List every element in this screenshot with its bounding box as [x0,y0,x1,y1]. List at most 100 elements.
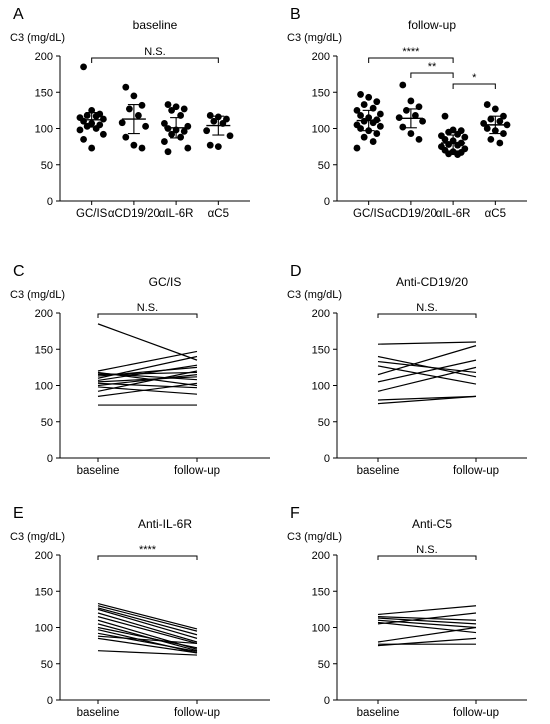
y-tick-label: 200 [312,550,330,562]
series-line [97,382,198,397]
x-tick-label: GC/IS [76,208,108,220]
y-tick-label: 0 [47,453,53,465]
x-tick-label: follow-up [174,465,220,477]
y-tick-label: 0 [324,695,330,707]
data-point [445,141,453,148]
data-point [125,105,133,113]
panel-letter: A [13,6,24,23]
data-point [496,139,504,147]
y-tick-label: 100 [35,124,53,136]
x-tick-label: baseline [357,465,400,477]
data-point [353,144,361,152]
data-point [365,93,373,101]
chart-title: GC/IS [149,275,182,289]
series-line [97,607,198,636]
data-point [496,117,504,125]
x-tick-label: baseline [357,707,400,719]
y-tick-label: 50 [318,160,330,172]
data-point [402,106,410,114]
series-line [97,376,198,383]
x-tick-label: αIL-6R [436,208,471,220]
panel-d: D Anti-CD19/20 C3 (mg/dL) 0 50 100 150 200 basel… [287,263,527,477]
data-point [407,130,415,137]
data-point [395,114,403,122]
data-point [369,138,377,145]
series-line [97,612,198,643]
y-axis-label: C3 (mg/dL) [10,289,65,301]
significance-bracket [452,83,496,89]
data-point [83,112,91,119]
significance-bracket [97,555,198,560]
series-line [97,632,198,653]
panel-c: C GC/IS C3 (mg/dL) 0 50 100 150 200 baseline foll… [10,263,270,477]
data-point [415,135,423,143]
y-axis-label: C3 (mg/dL) [10,531,65,543]
significance-label: **** [139,544,157,556]
data-point [360,117,368,125]
data-point [130,92,138,100]
series-line [97,616,198,645]
data-point [487,135,495,143]
data-point [206,141,214,149]
significance-label: N.S. [137,302,158,314]
data-point [99,130,107,138]
panel-letter: C [13,263,25,280]
panel-letter: F [290,505,300,522]
panel-letter: D [290,263,302,280]
y-tick-label: 0 [324,453,330,465]
data-point [92,125,100,132]
significance-bracket [377,313,477,318]
y-tick-label: 150 [35,87,53,99]
chart-title: Anti-C5 [412,517,452,531]
data-point [122,133,130,141]
data-point [226,132,234,140]
data-point [161,120,168,127]
x-tick-label: baseline [77,465,120,477]
x-tick-label: follow-up [453,707,499,719]
y-tick-label: 100 [312,124,330,136]
data-point [487,115,495,123]
y-tick-label: 150 [312,344,330,356]
significance-label: N.S. [416,302,437,314]
series-line [97,355,198,379]
data-point [83,122,91,130]
significance-label: ** [428,61,437,73]
data-point [357,91,364,98]
series-line [377,360,477,374]
series-line [377,612,477,625]
y-tick-label: 0 [324,196,330,208]
data-point [500,112,507,120]
chart-title: baseline [133,18,178,32]
panel-f: F Anti-C5 C3 (mg/dL) 0 50 100 150 200 baseline fo… [287,505,527,719]
data-point [180,127,188,135]
panel-e: E Anti-IL-6R C3 (mg/dL) 0 50 100 150 200 baselin… [10,505,270,719]
series-line [97,635,198,645]
data-point [138,101,146,109]
series-line [97,370,198,392]
y-tick-label: 50 [41,659,53,671]
data-point [80,135,87,143]
data-point [399,81,407,89]
data-point [445,128,453,136]
y-tick-label: 50 [318,417,330,429]
significance-label: * [472,72,477,84]
data-point [483,101,491,108]
significance-label: N.S. [416,544,437,556]
data-point [134,112,142,119]
y-tick-label: 100 [312,623,330,635]
data-point [88,144,96,152]
data-point [483,125,491,132]
data-point [376,122,384,130]
series-line [377,605,477,616]
y-tick-label: 50 [41,417,53,429]
series-line [377,345,477,376]
data-point [500,130,507,137]
series-line [97,637,198,654]
series-line [377,359,477,383]
series-line [97,650,198,656]
chart-title: Anti-CD19/20 [396,275,468,289]
y-tick-label: 150 [35,344,53,356]
significance-label: **** [402,46,420,58]
data-point [168,106,176,114]
